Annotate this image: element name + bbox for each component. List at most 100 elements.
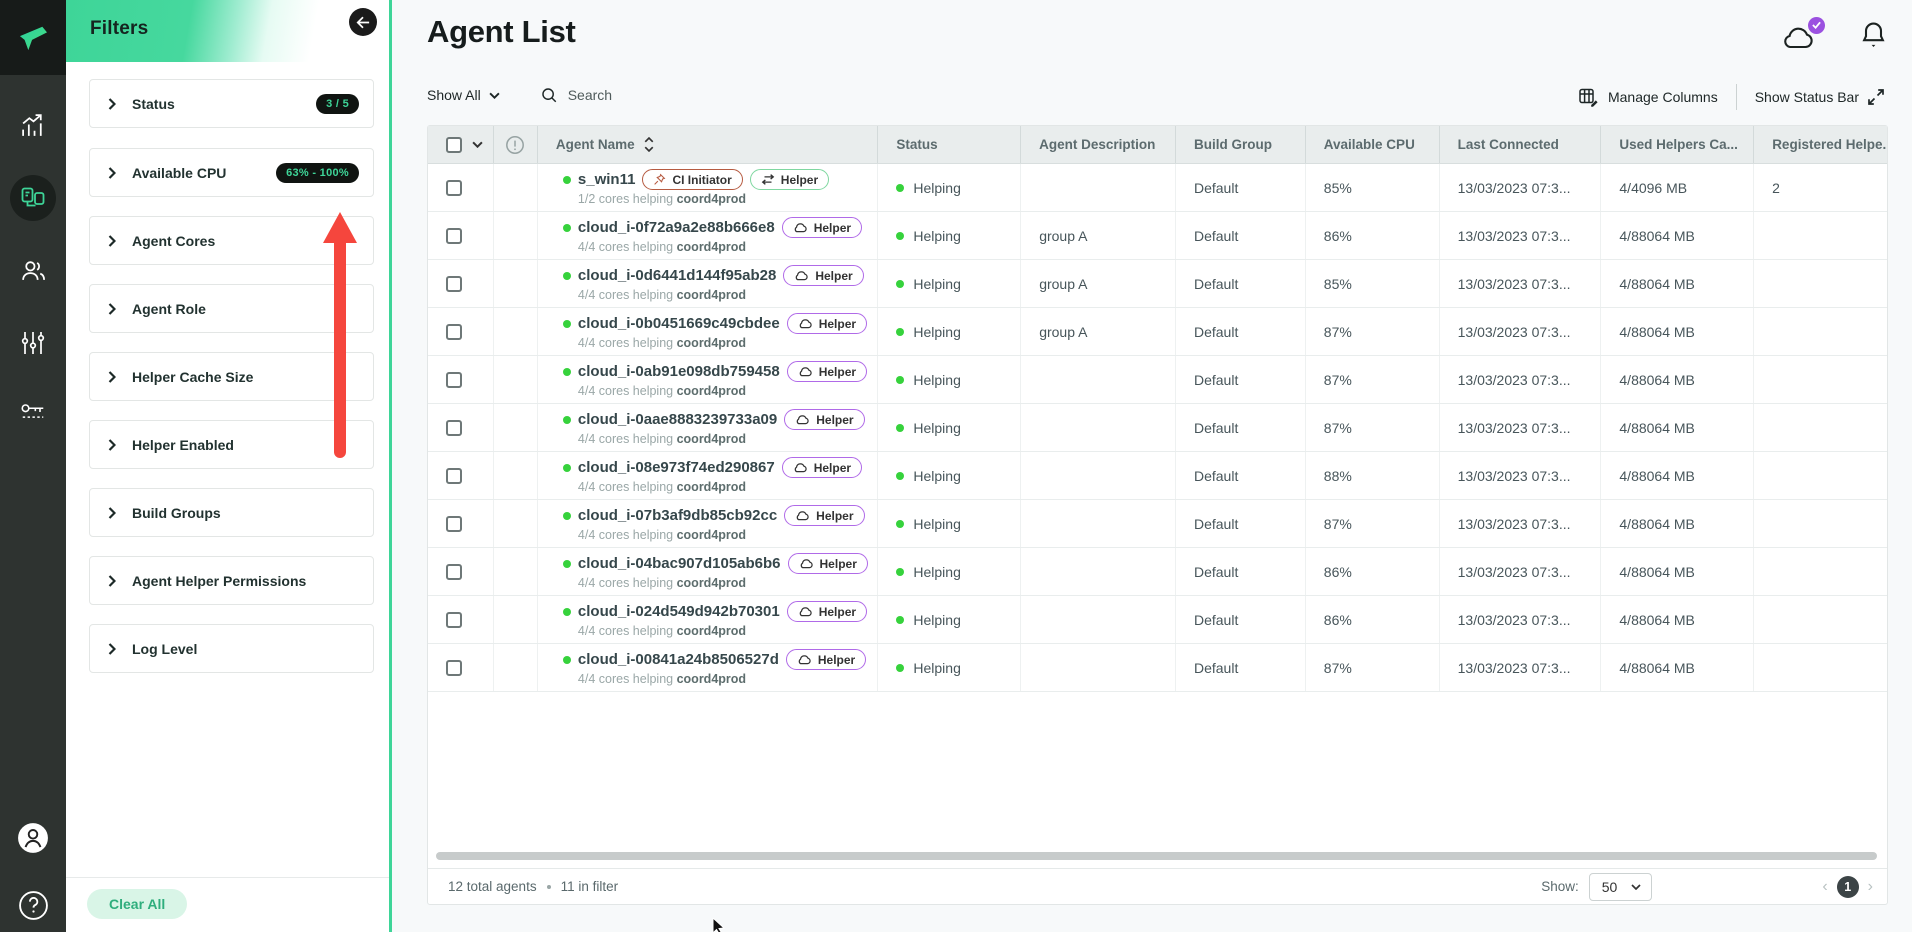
agent-name[interactable]: cloud_i-0b0451669c49cbdee bbox=[577, 315, 780, 332]
row-checkbox[interactable] bbox=[446, 563, 462, 580]
table-row[interactable]: cloud_i-04bac907d105ab6b6 Helper 4/4 cores… bbox=[428, 548, 1887, 596]
next-page-button[interactable]: › bbox=[1867, 877, 1873, 895]
table-row[interactable]: s_win11 CI Initiator Helper 1/2 cores helpi… bbox=[428, 164, 1887, 212]
filter-item-available-cpu[interactable]: Available CPU 63% - 100% bbox=[89, 148, 374, 197]
filter-item-build-groups[interactable]: Build Groups bbox=[89, 488, 374, 537]
column-header-agent-description[interactable]: Agent Description bbox=[1021, 126, 1176, 163]
filter-item-helper-enabled[interactable]: Helper Enabled bbox=[89, 420, 374, 469]
sidebar-item-agent-list[interactable] bbox=[0, 172, 66, 224]
row-alert-cell bbox=[494, 452, 538, 499]
table-row[interactable]: cloud_i-08e973f74ed290867 Helper 4/4 cores… bbox=[428, 452, 1887, 500]
online-status-dot bbox=[562, 655, 571, 664]
profile-avatar[interactable] bbox=[0, 812, 66, 864]
table-row[interactable]: cloud_i-0f72a9a2e88b666e8 Helper 4/4 cores… bbox=[428, 212, 1887, 260]
agent-name[interactable]: cloud_i-0ab91e098db759458 bbox=[577, 363, 780, 380]
scrollbar-thumb[interactable] bbox=[436, 852, 1877, 860]
filter-item-label: Status bbox=[132, 95, 175, 112]
sidebar-item-license-keys[interactable] bbox=[0, 386, 66, 438]
badge-helper: Helper bbox=[786, 313, 868, 334]
table-footer: 12 total agents 11 in filter Show: 50 ‹ … bbox=[428, 868, 1887, 904]
select-menu-chevron[interactable] bbox=[472, 141, 483, 148]
manage-columns-button[interactable]: Manage Columns bbox=[1579, 88, 1718, 107]
app-logo[interactable] bbox=[0, 0, 66, 75]
active-item-highlight bbox=[10, 175, 56, 221]
select-all-checkbox[interactable] bbox=[446, 136, 462, 153]
agent-cores-subtext: 4/4 cores helping coord4prod bbox=[577, 384, 747, 398]
cloud-icon bbox=[794, 463, 807, 473]
sidebar-item-analytics[interactable] bbox=[0, 99, 66, 151]
filter-item-status[interactable]: Status 3 / 5 bbox=[89, 79, 374, 128]
column-header-last-connected[interactable]: Last Connected bbox=[1440, 126, 1602, 163]
clear-all-button[interactable]: Clear All bbox=[87, 889, 188, 919]
column-header-available-cpu[interactable]: Available CPU bbox=[1306, 126, 1440, 163]
cloud-status-button[interactable] bbox=[1781, 16, 1825, 53]
agent-name-cell: cloud_i-00841a24b8506527d Helper 4/4 cores… bbox=[538, 644, 879, 691]
table-row[interactable]: cloud_i-024d549d942b70301 Helper 4/4 cores… bbox=[428, 596, 1887, 644]
table-row[interactable]: cloud_i-0aae8883239733a09 Helper 4/4 cores… bbox=[428, 404, 1887, 452]
filter-item-agent-role[interactable]: Agent Role bbox=[89, 284, 374, 333]
row-checkbox[interactable] bbox=[446, 419, 462, 436]
table-row[interactable]: cloud_i-0ab91e098db759458 Helper 4/4 cores… bbox=[428, 356, 1887, 404]
cloud-icon bbox=[796, 415, 809, 425]
row-checkbox[interactable] bbox=[446, 611, 462, 628]
filter-item-agent-helper-permissions[interactable]: Agent Helper Permissions bbox=[89, 556, 374, 605]
agent-name[interactable]: cloud_i-0aae8883239733a09 bbox=[577, 411, 778, 428]
column-header-used-helpers-ca[interactable]: Used Helpers Ca... bbox=[1601, 126, 1755, 163]
status-label: Helping bbox=[913, 611, 961, 628]
select-all-header-cell bbox=[428, 126, 494, 163]
row-alert-cell bbox=[494, 500, 538, 547]
agent-name[interactable]: cloud_i-024d549d942b70301 bbox=[577, 603, 780, 620]
agent-name[interactable]: cloud_i-00841a24b8506527d bbox=[577, 651, 779, 668]
show-all-dropdown[interactable]: Show All bbox=[427, 87, 500, 103]
table-row[interactable]: cloud_i-0b0451669c49cbdee Helper 4/4 cores… bbox=[428, 308, 1887, 356]
agent-name[interactable]: cloud_i-08e973f74ed290867 bbox=[577, 459, 775, 476]
row-checkbox[interactable] bbox=[446, 659, 462, 676]
build-group-cell: Default bbox=[1176, 212, 1306, 259]
row-alert-cell bbox=[494, 260, 538, 307]
chevron-right-icon bbox=[108, 97, 116, 110]
collapse-filters-button[interactable] bbox=[349, 8, 377, 36]
row-checkbox[interactable] bbox=[446, 467, 462, 484]
build-group-cell: Default bbox=[1176, 644, 1306, 691]
row-alert-cell bbox=[494, 356, 538, 403]
column-header-agent-name[interactable]: Agent Name bbox=[538, 126, 879, 163]
column-header-build-group[interactable]: Build Group bbox=[1176, 126, 1306, 163]
column-header-status[interactable]: Status bbox=[878, 126, 1022, 163]
sidebar-item-settings[interactable] bbox=[0, 317, 66, 369]
description-cell bbox=[1021, 548, 1176, 595]
agent-name[interactable]: cloud_i-0f72a9a2e88b666e8 bbox=[577, 219, 775, 236]
current-page-badge[interactable]: 1 bbox=[1836, 875, 1859, 898]
row-checkbox[interactable] bbox=[446, 371, 462, 388]
show-status-bar-button[interactable]: Show Status Bar bbox=[1755, 89, 1884, 105]
agent-name[interactable]: cloud_i-0d6441d144f95ab28 bbox=[577, 267, 777, 284]
last-connected-cell: 13/03/2023 07:3... bbox=[1440, 164, 1602, 211]
table-row[interactable]: cloud_i-07b3af9db85cb92cc Helper 4/4 cores… bbox=[428, 500, 1887, 548]
row-checkbox[interactable] bbox=[446, 515, 462, 532]
sort-icon[interactable] bbox=[644, 137, 654, 152]
filter-item-log-level[interactable]: Log Level bbox=[89, 624, 374, 673]
row-checkbox[interactable] bbox=[446, 179, 462, 196]
table-row[interactable]: cloud_i-00841a24b8506527d Helper 4/4 cores… bbox=[428, 644, 1887, 692]
help-button[interactable] bbox=[0, 879, 66, 931]
sidebar-item-users[interactable] bbox=[0, 244, 66, 296]
search-input[interactable] bbox=[567, 87, 718, 103]
description-cell bbox=[1021, 404, 1176, 451]
filter-item-helper-cache-size[interactable]: Helper Cache Size bbox=[89, 352, 374, 401]
row-checkbox[interactable] bbox=[446, 323, 462, 340]
horizontal-scrollbar[interactable] bbox=[436, 852, 1877, 860]
column-header-registered-helpe[interactable]: Registered Helpe.. bbox=[1754, 126, 1887, 163]
row-checkbox[interactable] bbox=[446, 227, 462, 244]
table-row[interactable]: cloud_i-0d6441d144f95ab28 Helper 4/4 cores… bbox=[428, 260, 1887, 308]
show-label: Show: bbox=[1541, 879, 1579, 894]
filters-panel: Filters Status 3 / 5 Available CPU 63% - 10… bbox=[66, 0, 389, 932]
agent-name[interactable]: s_win11 bbox=[577, 171, 636, 188]
status-label: Helping bbox=[913, 515, 961, 532]
agent-name[interactable]: cloud_i-07b3af9db85cb92cc bbox=[577, 507, 778, 524]
page-size-select[interactable]: 50 bbox=[1588, 872, 1653, 901]
filter-badge: 63% - 100% bbox=[276, 162, 359, 183]
prev-page-button[interactable]: ‹ bbox=[1822, 877, 1828, 895]
agent-name[interactable]: cloud_i-04bac907d105ab6b6 bbox=[577, 555, 781, 572]
row-checkbox[interactable] bbox=[446, 275, 462, 292]
available-cpu-cell: 86% bbox=[1306, 548, 1440, 595]
notifications-button[interactable] bbox=[1861, 20, 1886, 55]
